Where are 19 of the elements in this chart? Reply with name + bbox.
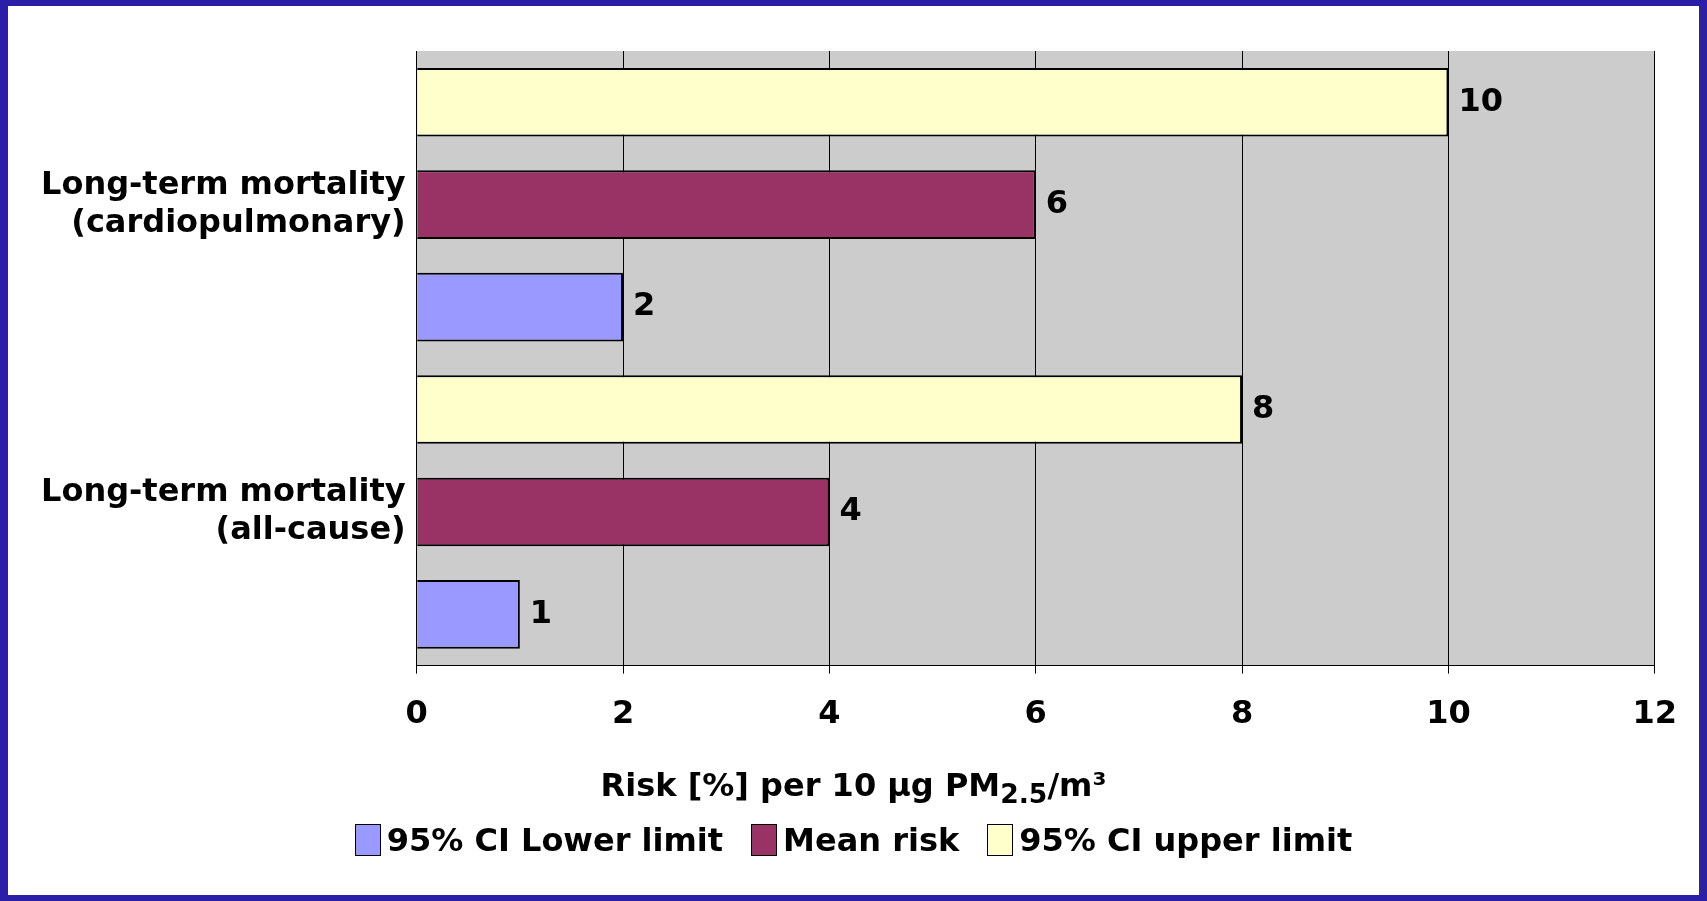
x-tick-label: 10: [1426, 693, 1471, 732]
x-tick-label: 0: [405, 693, 428, 732]
legend-label: Mean risk: [783, 821, 960, 859]
data-label: 1: [529, 592, 553, 631]
data-label: 8: [1252, 387, 1275, 426]
y-tick-label: Long-term mortality (all-cause): [41, 471, 406, 548]
data-label: 4: [839, 490, 862, 529]
data-label: 6: [1045, 182, 1068, 221]
x-tick-label: 4: [818, 693, 841, 732]
x-tick-label: 2: [611, 693, 635, 732]
x-tick-label: 8: [1230, 693, 1254, 732]
data-label: 2: [633, 285, 656, 324]
x-tick-label: 12: [1632, 693, 1677, 732]
x-tick-label: 6: [1024, 693, 1047, 732]
y-tick-label: Long-term mortality (cardiopulmonary): [41, 163, 406, 241]
x-axis-title: Risk [%] per 10 µg PM$_{2.5}$/m³: [599, 766, 1108, 810]
data-label: 10: [1458, 80, 1503, 119]
legend-label: 95% CI Lower limit: [386, 821, 724, 859]
legend-label: 95% CI upper limit: [1019, 821, 1353, 859]
